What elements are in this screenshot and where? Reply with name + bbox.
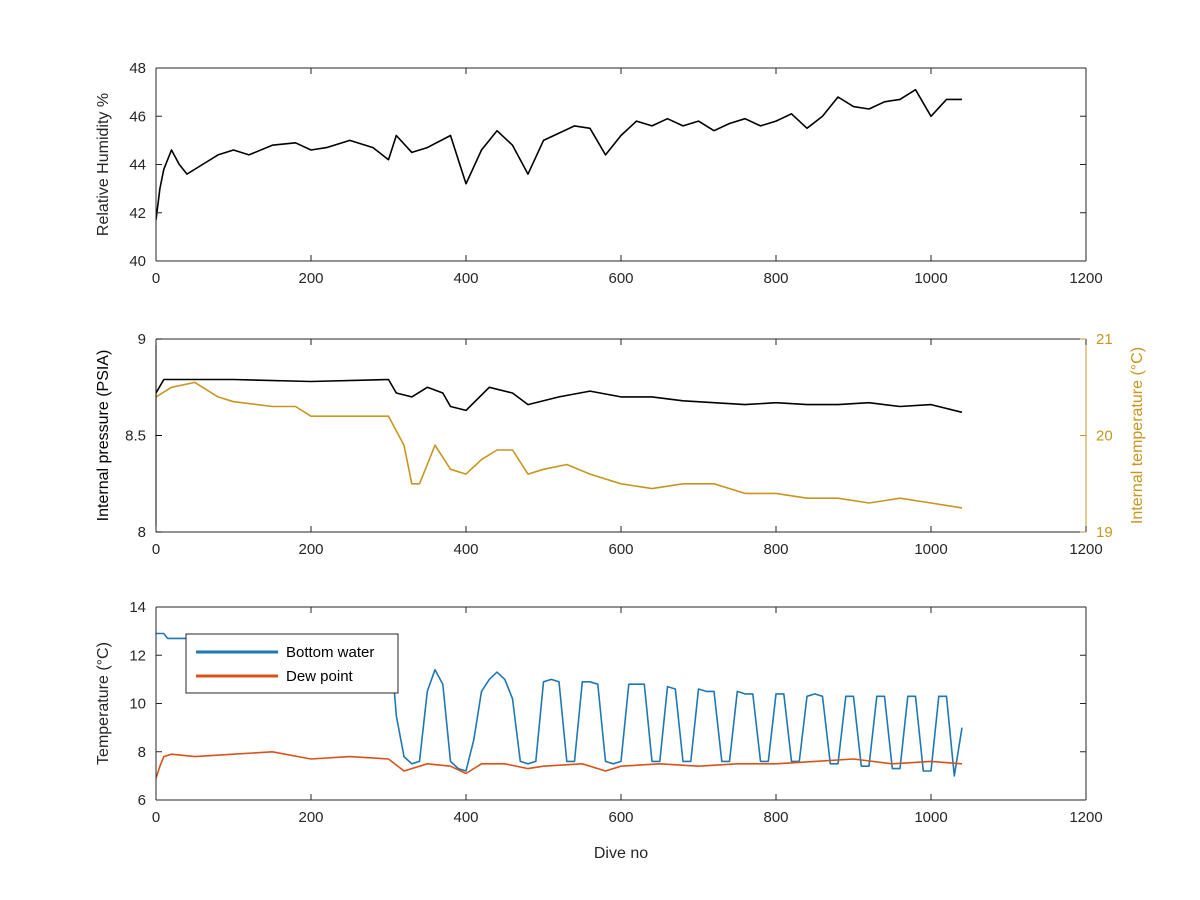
x-tick-label: 1000	[914, 541, 947, 558]
y2-axis-label: Internal temperature (°C)	[1129, 347, 1146, 524]
panel-1: 0 200 400 600 800 1000 1200 40 42 44 46 48 Relative …	[95, 60, 1103, 287]
series-line-dew-point	[156, 750, 963, 779]
x-tick-label: 600	[608, 809, 633, 826]
x-tick-label: 400	[453, 809, 478, 826]
y-tick-label: 40	[129, 253, 146, 270]
series-line-right-axis	[156, 381, 963, 509]
x-tick-label: 200	[298, 270, 323, 287]
y-axis-label: Relative Humidity %	[95, 93, 112, 236]
series-line-left-axis	[156, 378, 963, 414]
y-tick-label: 8	[138, 744, 146, 761]
x-tick-label: 0	[152, 541, 160, 558]
x-tick-label: 400	[453, 270, 478, 287]
y-tick-label: 6	[138, 792, 146, 809]
x-tick-label: 600	[608, 270, 633, 287]
x-tick-label: 200	[298, 541, 323, 558]
panel-2: 0 200 400 600 800 1000 1200 8 8.5 9 19 20 21 Internal…	[95, 331, 1146, 558]
x-axis-label: Dive no	[594, 845, 648, 862]
x-tick-label: 800	[763, 541, 788, 558]
panels: 0 200 400 600 800 1000 12004042444648Relative …	[95, 60, 1146, 862]
y-tick-label: 8	[138, 524, 146, 541]
y-tick-label: 48	[129, 60, 146, 77]
x-tick-label: 600	[608, 541, 633, 558]
y-axis-label: Temperature (°C)	[95, 642, 112, 765]
plot-area	[156, 339, 1086, 532]
y-tick-label: 46	[129, 108, 146, 125]
y-tick-label: 10	[129, 696, 146, 713]
x-tick-label: 1000	[914, 809, 947, 826]
x-tick-label: 1000	[914, 270, 947, 287]
plot-area	[156, 68, 1086, 261]
series-group	[156, 632, 963, 779]
x-tick-label: 1200	[1069, 809, 1102, 826]
series-line-bottom-water	[156, 632, 963, 777]
x-tick-label: 400	[453, 541, 478, 558]
panel-3: 0 200 400 600 800 1000 1200 6 8 10 12 14 Temperature…	[95, 599, 1103, 862]
y2-tick-label: 19	[1096, 524, 1113, 541]
series-line-left-axis	[156, 88, 962, 221]
series-group	[156, 88, 962, 221]
legend-label: Bottom water	[286, 644, 374, 661]
y-tick-label: 9	[138, 331, 146, 348]
legend-label: Dew point	[286, 668, 354, 685]
y2-tick-label: 21	[1096, 331, 1113, 348]
y-tick-label: 14	[129, 599, 146, 616]
y-tick-label: 42	[129, 205, 146, 222]
legend: Bottom water Dew point	[185, 633, 399, 694]
x-tick-label: 800	[763, 270, 788, 287]
x-tick-label: 1200	[1069, 270, 1102, 287]
x-tick-label: 800	[763, 809, 788, 826]
y-tick-label: 44	[129, 157, 146, 174]
y-axis-label: Internal pressure (PSIA)	[95, 350, 112, 522]
y2-tick-label: 20	[1096, 428, 1113, 445]
y-tick-label: 12	[129, 647, 146, 664]
x-tick-label: 1200	[1069, 541, 1102, 558]
y-tick-label: 8.5	[125, 428, 146, 445]
x-tick-label: 0	[152, 270, 160, 287]
series-group	[156, 378, 963, 509]
x-tick-label: 200	[298, 809, 323, 826]
x-tick-label: 0	[152, 809, 160, 826]
legend-box	[185, 633, 399, 694]
